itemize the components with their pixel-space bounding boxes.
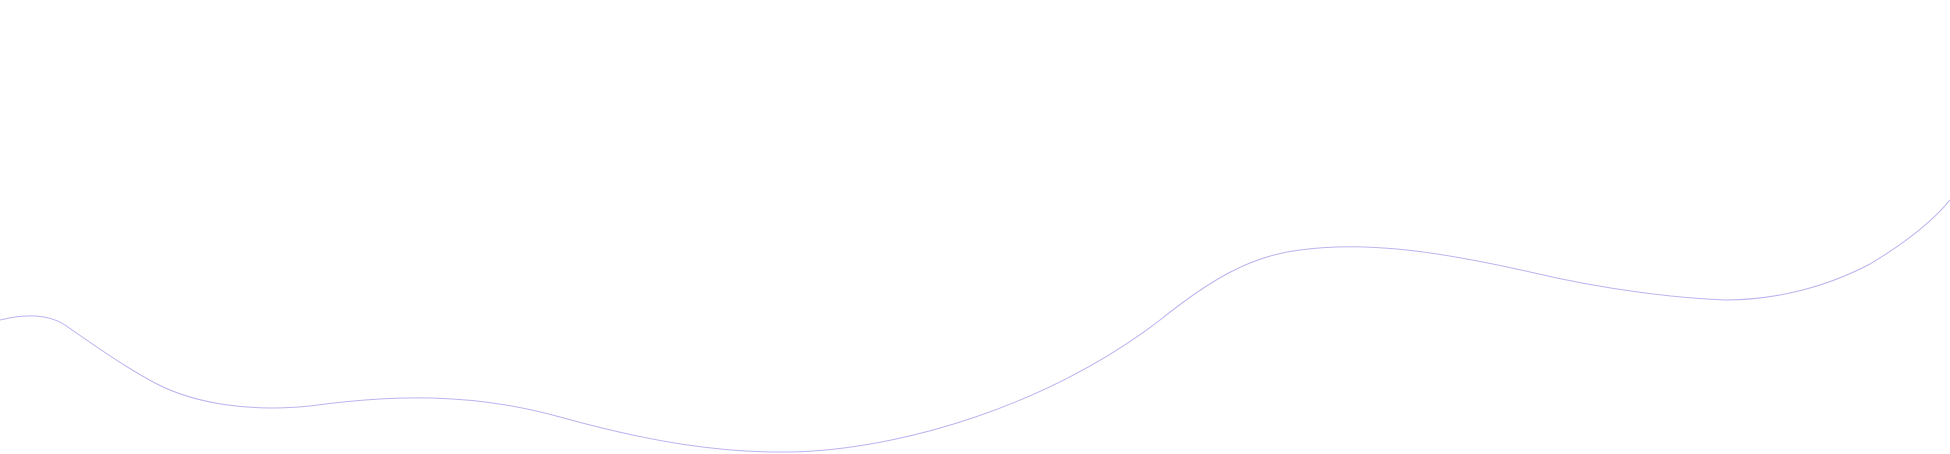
wave-line	[0, 199, 1950, 453]
